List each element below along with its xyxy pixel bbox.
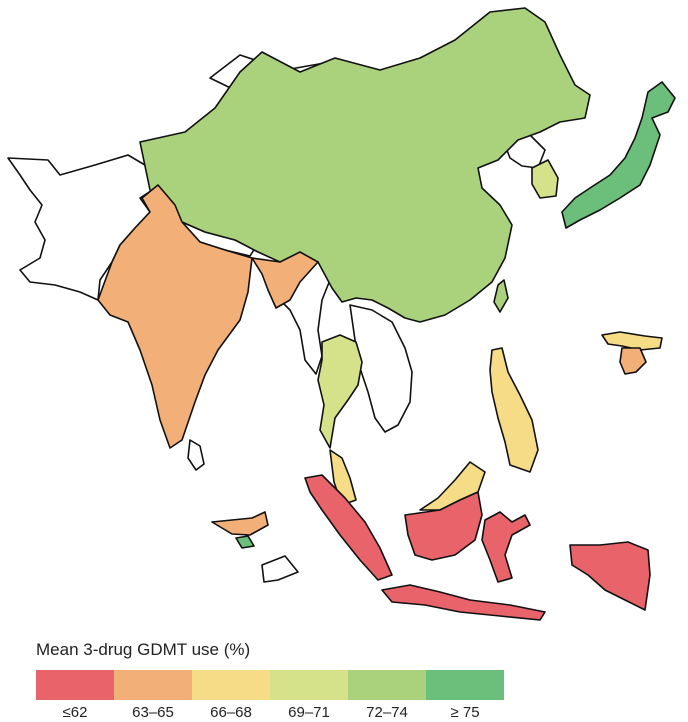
region-small-island <box>235 535 255 549</box>
legend-color-bar <box>36 670 504 700</box>
region-java-lesser-sunda <box>381 584 546 621</box>
sri-lanka-outline <box>187 439 205 471</box>
legend-label-0: ≤62 <box>62 704 88 721</box>
region-south-korea <box>531 159 559 199</box>
legend-title: Mean 3-drug GDMT use (%) <box>36 640 251 659</box>
region-northeast-india-bangladesh <box>251 251 319 309</box>
region-borneo-indonesia <box>404 491 483 561</box>
legend-swatch-4 <box>348 670 426 700</box>
afghanistan-pakistan-outline <box>7 154 161 301</box>
region-indian-ocean-island <box>211 511 269 536</box>
legend-label-2: 66–68 <box>210 704 252 721</box>
region-taiwan <box>493 279 509 313</box>
region-sumatra <box>304 474 393 581</box>
region-peninsular-malaysia <box>329 449 357 506</box>
legend-label-1: 63–65 <box>132 704 174 721</box>
legend-swatch-2 <box>192 670 270 700</box>
legend-swatch-5 <box>426 670 504 700</box>
australia-fragment-outline <box>261 555 299 583</box>
region-thailand <box>317 334 363 449</box>
legend-label-3: 69–71 <box>288 704 330 721</box>
legend-swatch-1 <box>114 670 192 700</box>
legend-swatch-0 <box>36 670 114 700</box>
region-sulawesi <box>481 511 531 583</box>
reporting-countries <box>97 7 676 621</box>
region-india <box>97 184 253 449</box>
region-papua <box>569 541 651 611</box>
legend-label-4: 72–74 <box>366 704 408 721</box>
legend-labels: ≤62 63–65 66–68 69–71 72–74 ≥ 75 <box>36 704 504 722</box>
legend-label-5: ≥ 75 <box>450 704 480 721</box>
region-japan <box>561 81 676 229</box>
region-philippines <box>489 347 539 473</box>
asia-choropleth-map <box>7 7 676 621</box>
legend-swatch-3 <box>270 670 348 700</box>
region-pacific-island-south <box>619 347 647 375</box>
region-pacific-island <box>601 331 663 351</box>
